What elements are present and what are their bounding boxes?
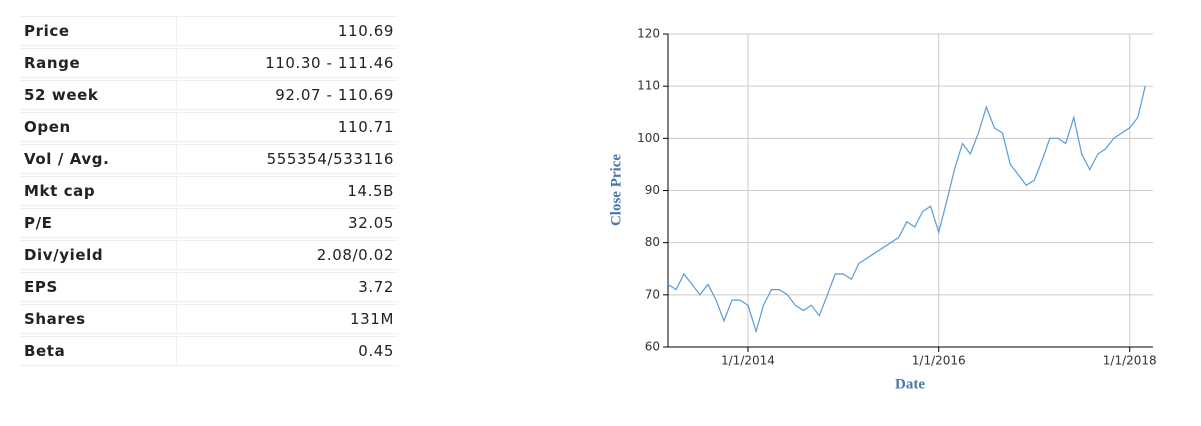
field-label: P/E bbox=[20, 208, 177, 238]
field-value: 131M bbox=[177, 304, 398, 334]
field-value: 3.72 bbox=[177, 272, 398, 302]
table-row: Open 110.71 bbox=[20, 112, 398, 142]
field-label: EPS bbox=[20, 272, 177, 302]
field-value: 14.5B bbox=[177, 176, 398, 206]
table-row: Price 110.69 bbox=[20, 16, 398, 46]
y-tick-label: 70 bbox=[645, 287, 660, 301]
field-label: Shares bbox=[20, 304, 177, 334]
y-tick-label: 60 bbox=[645, 340, 660, 354]
x-tick-label: 1/1/2016 bbox=[912, 354, 966, 368]
y-tick-label: 80 bbox=[645, 235, 660, 249]
x-axis-label: Date bbox=[895, 376, 925, 392]
field-label: Open bbox=[20, 112, 177, 142]
field-label: Range bbox=[20, 48, 177, 78]
field-value: 110.30 - 111.46 bbox=[177, 48, 398, 78]
field-value: 110.71 bbox=[177, 112, 398, 142]
field-value: 555354/533116 bbox=[177, 144, 398, 174]
table-row: Mkt cap 14.5B bbox=[20, 176, 398, 206]
table-row: Shares 131M bbox=[20, 304, 398, 334]
field-value: 92.07 - 110.69 bbox=[177, 80, 398, 110]
y-tick-label: 110 bbox=[637, 79, 660, 93]
field-label: 52 week bbox=[20, 80, 177, 110]
table-row: EPS 3.72 bbox=[20, 272, 398, 302]
x-tick-label: 1/1/2014 bbox=[721, 354, 775, 368]
x-tick-label: 1/1/2018 bbox=[1103, 354, 1157, 368]
table-row: 52 week 92.07 - 110.69 bbox=[20, 80, 398, 110]
y-axis-label: Close Price bbox=[608, 154, 624, 226]
y-tick-label: 120 bbox=[637, 27, 660, 41]
y-tick-label: 90 bbox=[645, 183, 660, 197]
table-row: P/E 32.05 bbox=[20, 208, 398, 238]
table-row: Range 110.30 - 111.46 bbox=[20, 48, 398, 78]
field-value: 2.08/0.02 bbox=[177, 240, 398, 270]
field-value: 32.05 bbox=[177, 208, 398, 238]
field-label: Vol / Avg. bbox=[20, 144, 177, 174]
table-row: Div/yield 2.08/0.02 bbox=[20, 240, 398, 270]
field-value: 0.45 bbox=[177, 336, 398, 366]
field-label: Price bbox=[20, 16, 177, 46]
y-tick-label: 100 bbox=[637, 131, 660, 145]
field-label: Beta bbox=[20, 336, 177, 366]
price-line bbox=[667, 86, 1146, 334]
field-value: 110.69 bbox=[177, 16, 398, 46]
quote-table: Price 110.69 Range 110.30 - 111.46 52 week 92… bbox=[20, 14, 398, 368]
field-label: Mkt cap bbox=[20, 176, 177, 206]
table-row: Beta 0.45 bbox=[20, 336, 398, 366]
table-row: Vol / Avg. 555354/533116 bbox=[20, 144, 398, 174]
field-label: Div/yield bbox=[20, 240, 177, 270]
